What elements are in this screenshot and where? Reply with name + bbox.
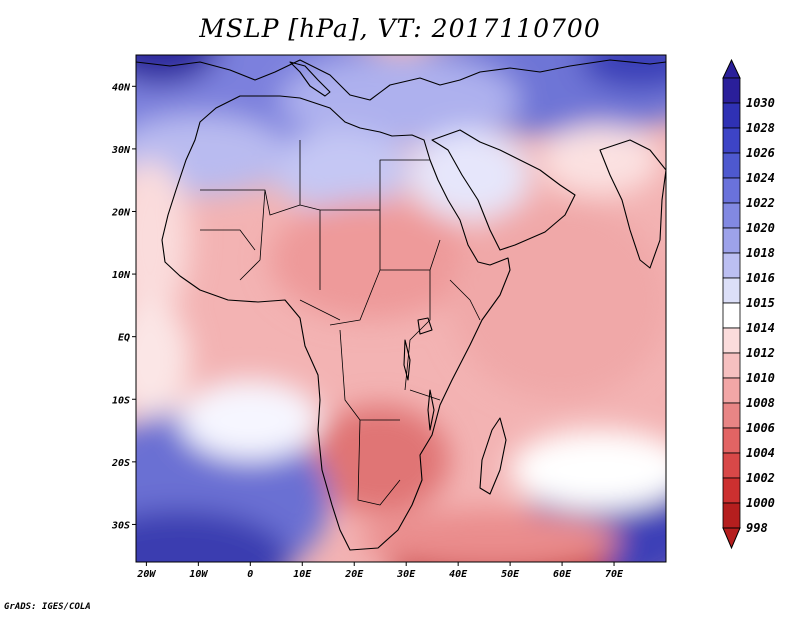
colorbar-swatch (722, 202, 741, 229)
lon-tick-label: 0 (247, 569, 253, 580)
colorbar-swatch (722, 277, 741, 304)
india-coastline (599, 139, 666, 269)
lon-tick-label: 40E (449, 569, 468, 580)
arabia-coastline (431, 129, 576, 251)
longitude-axis: 20W 10W 0 10E 20E 30E 40E 50E 60E 70E (136, 562, 624, 580)
lat-tick-label: 30N (111, 145, 131, 156)
europe-coastline (136, 59, 666, 101)
colorbar-label: 1015 (746, 296, 775, 310)
colorbar-label: 1000 (746, 496, 775, 510)
lon-tick-label: 70E (605, 569, 624, 580)
italy-coastline (289, 61, 331, 97)
lon-tick-label: 20W (136, 569, 156, 580)
latitude-axis: 40N 30N 20N 10N EQ 10S 20S 30S (111, 82, 136, 531)
lat-tick-label: EQ (118, 333, 130, 344)
lon-tick-label: 10E (293, 569, 312, 580)
colorbar-label: 1006 (746, 421, 775, 435)
colorbar-swatch (722, 302, 741, 329)
colorbar-top-arrow (722, 58, 741, 79)
lat-tick-label: 10N (112, 270, 131, 281)
colorbar-swatch (722, 502, 741, 529)
colorbar-label: 1028 (746, 121, 775, 135)
colorbar-swatch (722, 452, 741, 479)
colorbar-swatch (722, 427, 741, 454)
colorbar-label: 1018 (746, 246, 775, 260)
lat-tick-label: 20N (111, 207, 131, 218)
colorbar-label: 1020 (746, 221, 775, 235)
lon-tick-label: 50E (501, 569, 520, 580)
footer-credit: GrADS: IGES/COLA (4, 602, 91, 612)
colorbar-label: 1024 (746, 171, 775, 185)
lat-tick-label: 40N (112, 82, 131, 93)
lake-victoria (417, 317, 433, 335)
colorbar-swatch (722, 177, 741, 204)
lon-tick-label: 60E (553, 569, 572, 580)
colorbar: 1030 1028 1026 1024 1022 1020 1018 1016 1015 1014… (722, 58, 775, 550)
colorbar-label: 1030 (746, 96, 775, 110)
colorbar-swatch (722, 402, 741, 429)
colorbar-label: 1022 (746, 196, 775, 210)
africa-coastline (161, 95, 511, 551)
coastlines (136, 59, 666, 551)
colorbar-label: 1016 (746, 271, 775, 285)
colorbar-label: 1004 (746, 446, 775, 460)
colorbar-swatch (722, 327, 741, 354)
lon-tick-label: 10W (189, 569, 208, 580)
colorbar-label: 1010 (746, 371, 775, 385)
lon-tick-label: 20E (344, 569, 364, 580)
lake-malawi (427, 389, 435, 431)
colorbar-swatch (722, 127, 741, 154)
colorbar-swatch (722, 252, 741, 279)
colorbar-swatch (722, 477, 741, 504)
colorbar-label: 1026 (746, 146, 775, 160)
lat-tick-label: 30S (111, 520, 130, 531)
madagascar-coastline (479, 417, 507, 495)
plot-frame (135, 54, 667, 563)
colorbar-swatch (722, 152, 741, 179)
colorbar-label: 1012 (746, 346, 775, 360)
pressure-field (136, 55, 666, 562)
colorbar-label: 1014 (746, 321, 775, 335)
country-borders (200, 140, 481, 506)
colorbar-label: 998 (746, 521, 768, 535)
lat-tick-label: 10S (112, 395, 130, 406)
lake-tanganyika (403, 339, 411, 381)
colorbar-label: 1008 (746, 396, 775, 410)
map-title: MSLP [hPa], VT: 2017110700 (199, 14, 601, 43)
colorbar-swatch (722, 102, 741, 129)
colorbar-swatch (722, 77, 741, 104)
colorbar-label: 1002 (746, 471, 775, 485)
colorbar-swatch (722, 377, 741, 404)
colorbar-swatch (722, 352, 741, 379)
lat-tick-label: 20S (111, 458, 130, 469)
lon-tick-label: 30E (396, 569, 416, 580)
colorbar-bottom-arrow (722, 527, 741, 550)
colorbar-swatch (722, 227, 741, 254)
